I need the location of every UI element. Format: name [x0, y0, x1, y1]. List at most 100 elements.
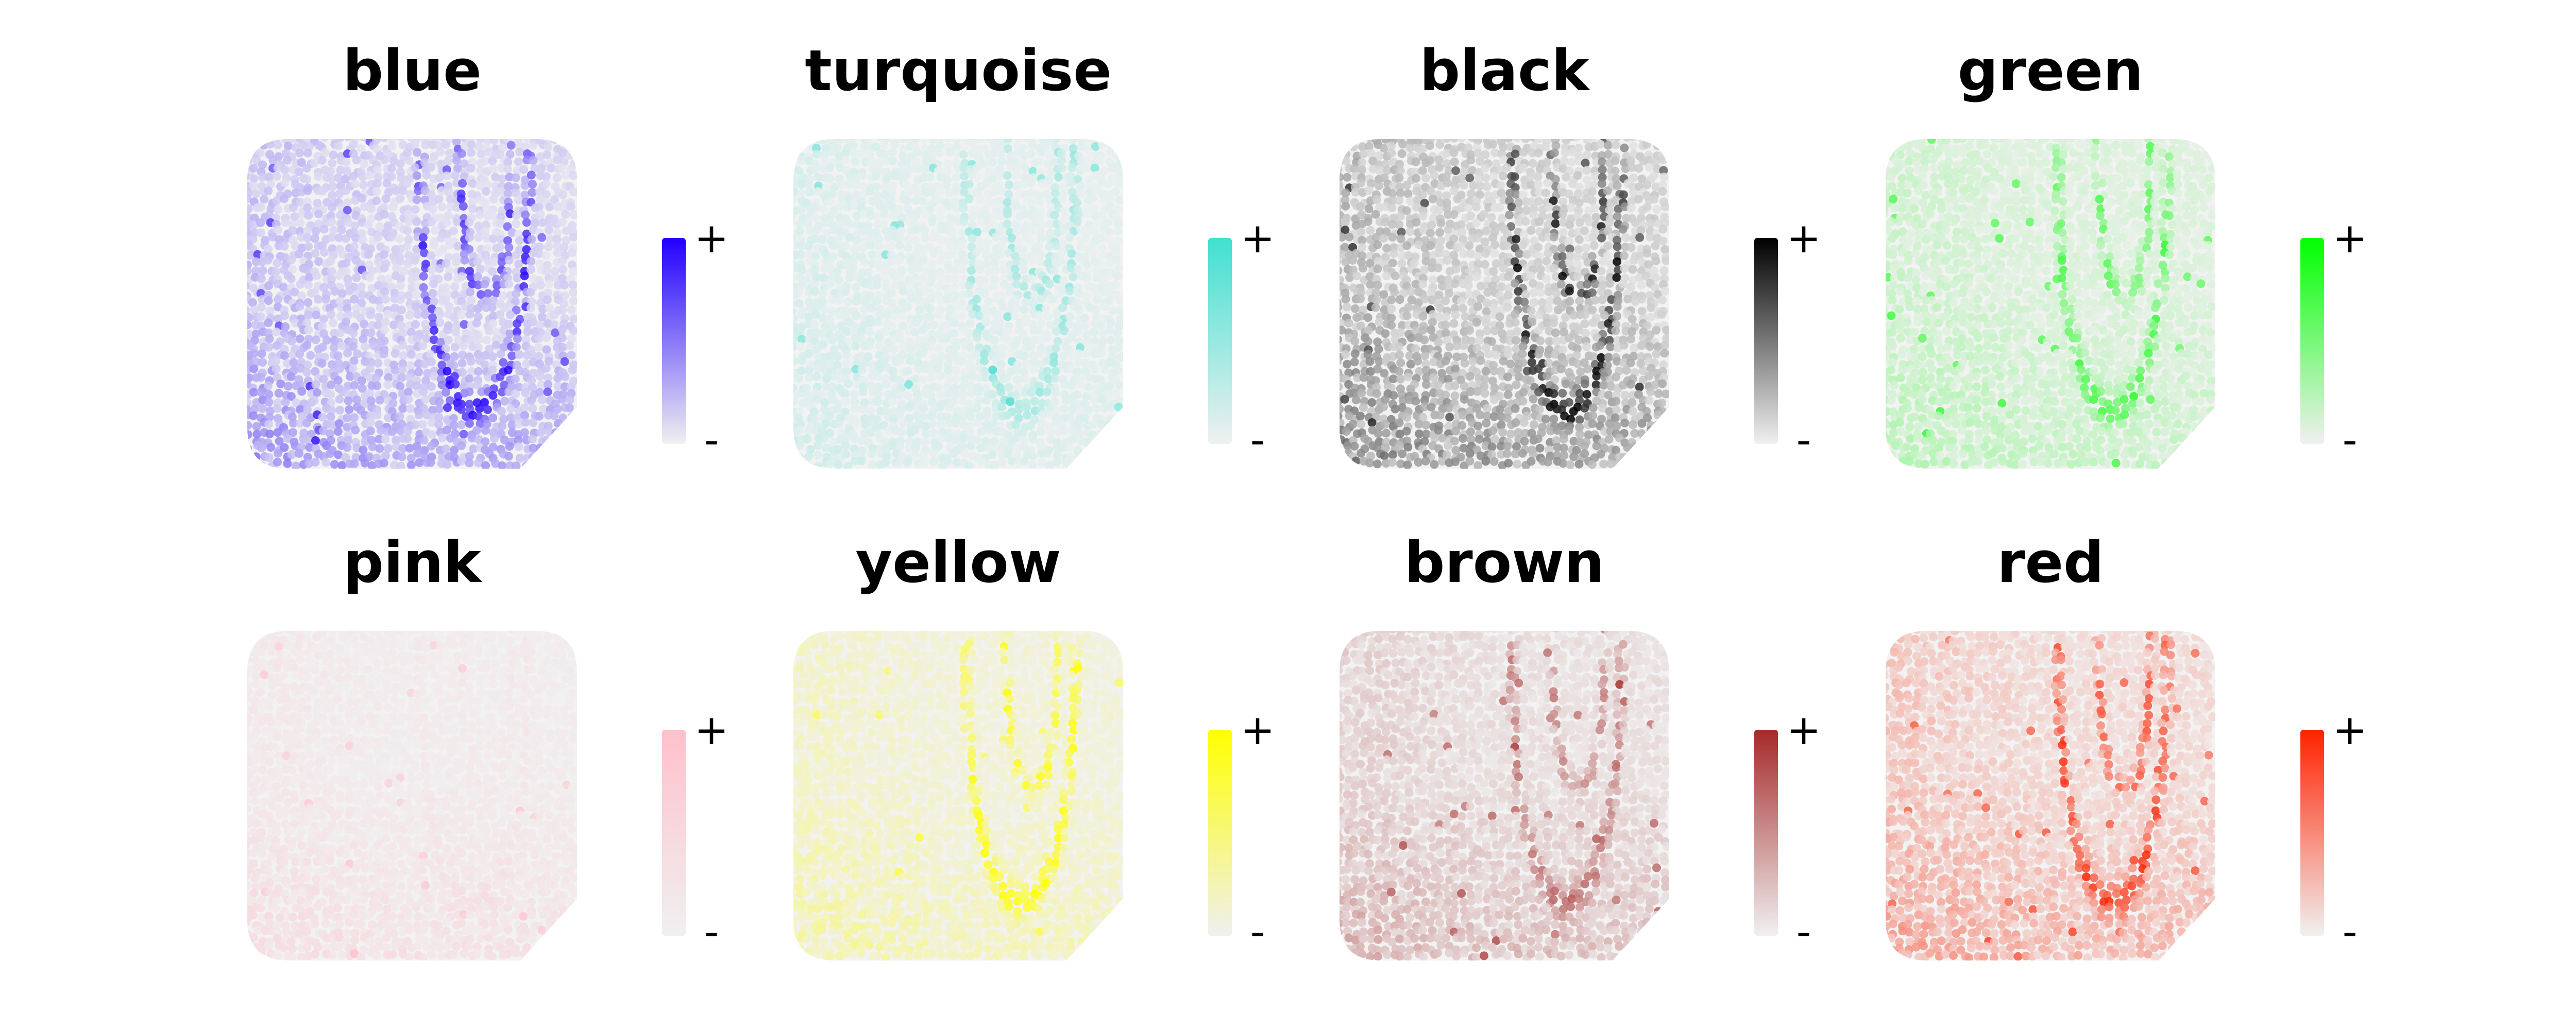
spot: [434, 391, 444, 400]
spot: [435, 318, 445, 327]
spot: [851, 418, 860, 427]
spot: [904, 139, 913, 142]
spot: [1460, 167, 1469, 176]
spot: [991, 232, 1001, 242]
spot: [852, 236, 861, 246]
panel-title-turquoise: turquoise: [805, 38, 1112, 104]
spot: [960, 171, 969, 181]
spot: [810, 164, 819, 174]
spot: [1626, 203, 1636, 213]
spot: [1573, 272, 1582, 281]
spot: [812, 372, 821, 381]
spot: [328, 318, 337, 328]
spot: [1529, 204, 1538, 213]
spot: [1019, 180, 1028, 189]
spot: [895, 390, 904, 399]
spot: [443, 460, 452, 469]
spot: [488, 413, 498, 422]
spot: [1003, 219, 1012, 229]
spot: [1413, 195, 1422, 204]
spot: [1589, 233, 1598, 242]
spot: [934, 310, 943, 319]
spot: [481, 461, 490, 469]
spot: [820, 398, 829, 407]
spot: [402, 179, 412, 188]
spot: [317, 322, 327, 331]
spot: [311, 380, 320, 389]
spot: [492, 328, 501, 337]
spot: [1652, 349, 1661, 358]
spot: [910, 425, 919, 435]
spot: [1379, 290, 1388, 299]
spot: [327, 175, 336, 184]
spot: [889, 181, 897, 191]
spot: [926, 295, 935, 304]
spot: [381, 435, 390, 444]
spot: [1528, 159, 1537, 168]
spot: [895, 334, 905, 343]
spot: [1019, 265, 1028, 274]
spot: [902, 171, 911, 180]
spot: [1635, 273, 1644, 282]
spot: [428, 204, 437, 214]
spot: [1513, 263, 1522, 272]
spot: [1541, 142, 1550, 151]
spot: [1626, 334, 1636, 344]
spot: [1482, 319, 1491, 328]
spot: [476, 419, 485, 428]
spot: [945, 374, 955, 384]
spot: [484, 372, 493, 382]
spot: [1450, 157, 1459, 166]
spot: [874, 234, 883, 244]
spot: [310, 234, 319, 243]
spot: [810, 336, 819, 346]
spot: [797, 180, 806, 189]
spot: [1052, 327, 1061, 336]
spot: [972, 248, 981, 257]
spot: [380, 336, 389, 346]
spot: [396, 159, 405, 168]
spot: [1082, 349, 1091, 358]
spot: [1518, 349, 1527, 358]
spot: [1028, 139, 1037, 143]
spot: [1104, 228, 1113, 237]
spot: [344, 311, 353, 319]
spot: [561, 170, 570, 180]
spot: [274, 314, 283, 323]
spot: [1097, 243, 1107, 252]
spot: [352, 156, 361, 165]
spot: [296, 198, 304, 207]
spot: [1049, 358, 1059, 367]
spot: [319, 375, 328, 384]
spot: [1533, 172, 1543, 181]
spot: [514, 383, 523, 392]
spot: [526, 288, 535, 297]
spot: [426, 163, 435, 172]
spot: [276, 379, 285, 388]
spot: [1082, 209, 1091, 218]
spot: [926, 312, 935, 321]
spot: [1075, 407, 1084, 416]
spot: [1067, 352, 1076, 361]
spot: [420, 359, 429, 369]
spot: [1659, 173, 1669, 182]
spot: [1560, 157, 1569, 166]
spot: [343, 349, 352, 358]
spot: [382, 179, 392, 188]
spot: [1028, 451, 1037, 460]
spot: [1507, 202, 1516, 212]
spot: [879, 149, 889, 159]
spot: [452, 156, 461, 165]
spot: [1113, 344, 1122, 353]
spot: [457, 456, 466, 466]
spot: [1414, 139, 1423, 146]
spot: [928, 419, 937, 428]
spot: [958, 412, 968, 421]
spot: [1116, 352, 1123, 362]
spot: [289, 428, 298, 437]
spot: [1458, 203, 1467, 212]
spot: [1060, 426, 1069, 435]
spot: [437, 453, 447, 462]
spot: [1105, 325, 1114, 335]
spot: [426, 350, 435, 359]
